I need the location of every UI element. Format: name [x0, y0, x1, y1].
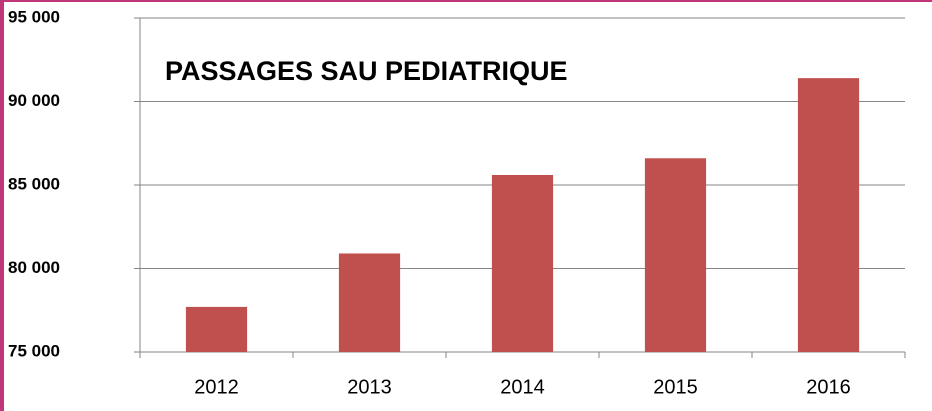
bar [644, 158, 707, 352]
bar [338, 253, 401, 352]
y-tick-label: 90 000 [8, 91, 60, 110]
chart-title: PASSAGES SAU PEDIATRIQUE [165, 56, 568, 86]
x-tick-label: 2015 [653, 376, 698, 398]
bar [185, 306, 248, 352]
x-tick-label: 2012 [194, 376, 239, 398]
y-tick-label: 85 000 [8, 174, 60, 193]
y-tick-label: 80 000 [8, 258, 60, 277]
bar [797, 78, 860, 353]
x-tick-label: 2016 [806, 376, 851, 398]
x-tick-label: 2014 [500, 376, 545, 398]
y-tick-label: 95 000 [8, 7, 60, 26]
x-tick-label: 2013 [347, 376, 392, 398]
y-tick-label: 75 000 [8, 341, 60, 360]
bar [491, 174, 554, 352]
